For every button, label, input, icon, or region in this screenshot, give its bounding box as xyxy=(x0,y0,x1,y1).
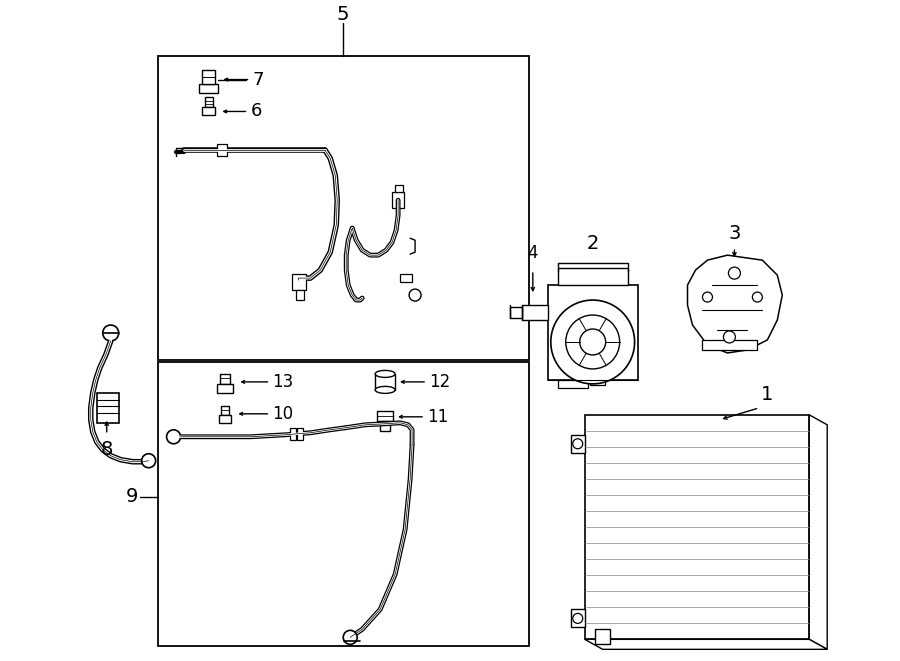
Circle shape xyxy=(572,613,582,623)
Circle shape xyxy=(566,315,619,369)
Circle shape xyxy=(103,325,119,341)
Bar xyxy=(510,307,522,318)
Bar xyxy=(522,305,548,320)
Text: 2: 2 xyxy=(587,234,599,253)
Bar xyxy=(375,374,395,390)
Bar xyxy=(400,274,412,282)
Bar xyxy=(199,83,219,93)
Bar xyxy=(395,185,403,192)
Text: 7: 7 xyxy=(252,71,264,89)
Text: 13: 13 xyxy=(273,373,293,391)
Text: 12: 12 xyxy=(429,373,450,391)
Bar xyxy=(292,274,306,290)
Bar xyxy=(202,108,215,116)
Text: 5: 5 xyxy=(337,5,349,24)
Text: 11: 11 xyxy=(427,408,448,426)
Circle shape xyxy=(572,439,582,449)
Polygon shape xyxy=(585,639,827,649)
Text: 6: 6 xyxy=(250,102,262,120)
Bar xyxy=(220,415,231,423)
Bar xyxy=(221,406,230,415)
Bar xyxy=(377,411,393,421)
Text: 10: 10 xyxy=(273,405,293,423)
Bar xyxy=(218,384,233,393)
Bar xyxy=(558,268,627,285)
Bar xyxy=(548,285,637,380)
Text: 9: 9 xyxy=(125,487,138,506)
Bar xyxy=(297,428,303,440)
Circle shape xyxy=(703,292,713,302)
Circle shape xyxy=(343,631,357,644)
Polygon shape xyxy=(585,415,809,639)
Bar xyxy=(96,393,119,423)
Bar xyxy=(571,609,585,627)
Bar xyxy=(158,362,529,646)
Circle shape xyxy=(410,289,421,301)
Circle shape xyxy=(166,430,181,444)
Bar xyxy=(380,421,390,431)
Polygon shape xyxy=(688,255,782,353)
Bar xyxy=(202,69,215,83)
Ellipse shape xyxy=(375,370,395,377)
Text: 4: 4 xyxy=(527,244,538,262)
Circle shape xyxy=(724,331,735,343)
Bar xyxy=(703,340,758,350)
Bar xyxy=(220,374,230,384)
Circle shape xyxy=(728,267,741,279)
Text: 3: 3 xyxy=(728,224,741,243)
Circle shape xyxy=(752,292,762,302)
Bar xyxy=(218,144,228,157)
Bar xyxy=(296,290,304,300)
Polygon shape xyxy=(809,415,827,649)
Bar xyxy=(590,373,605,385)
Bar xyxy=(204,97,212,108)
Bar xyxy=(595,629,609,644)
Bar xyxy=(571,435,585,453)
Bar xyxy=(291,428,296,440)
Ellipse shape xyxy=(375,387,395,393)
Text: 8: 8 xyxy=(101,440,112,459)
Circle shape xyxy=(141,453,156,468)
Circle shape xyxy=(551,300,634,384)
Bar xyxy=(558,380,588,388)
Bar xyxy=(158,56,529,360)
Text: 1: 1 xyxy=(761,385,774,404)
Bar xyxy=(392,192,404,208)
Circle shape xyxy=(580,329,606,355)
